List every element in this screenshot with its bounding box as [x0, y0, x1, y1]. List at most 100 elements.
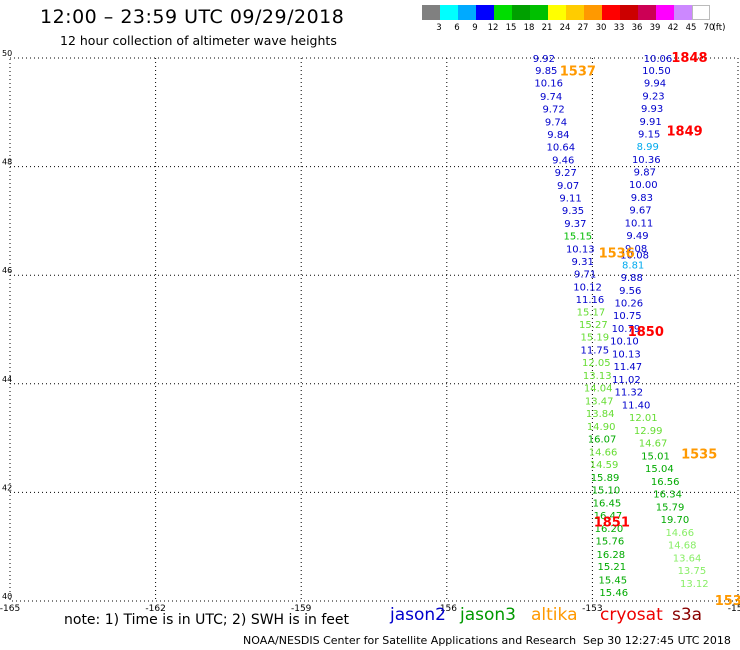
- track-number-label: 1536: [599, 246, 635, 261]
- wave-height-value: 9.92: [533, 54, 555, 65]
- track-number-label: 1851: [594, 515, 630, 530]
- legend-label: 33: [613, 23, 625, 33]
- wave-height-value: 11.75: [581, 346, 610, 357]
- wave-height-value: 11.16: [576, 295, 605, 306]
- wave-height-value: 10.64: [547, 143, 576, 154]
- wave-height-value: 10.36: [632, 155, 661, 166]
- wave-height-value: 9.35: [562, 206, 584, 217]
- legend-swatch: [566, 5, 584, 20]
- wave-height-value: 10.06: [644, 54, 673, 65]
- satellite-name: s3a: [672, 605, 703, 625]
- wave-height-value: 10.79: [612, 324, 641, 335]
- legend-swatch: [512, 5, 530, 20]
- y-tick-label: 44: [2, 375, 12, 384]
- wave-height-value: 14.04: [584, 384, 613, 395]
- x-tick-label: -150: [728, 604, 740, 614]
- legend-swatch: [674, 5, 692, 20]
- legend-label: 18: [523, 23, 535, 33]
- wave-height-value: 10.00: [629, 180, 658, 191]
- wave-height-value: 16.28: [597, 550, 626, 561]
- track-number-label: 1848: [671, 51, 707, 66]
- wave-height-value: 13.75: [678, 566, 707, 577]
- wave-height-value: 10.10: [610, 336, 639, 347]
- wave-height-value: 12.99: [634, 426, 663, 437]
- wave-height-value: 9.88: [621, 273, 643, 284]
- wave-height-value: 9.71: [574, 270, 596, 281]
- legend-swatch: [422, 5, 440, 20]
- wave-height-value: 10.11: [625, 219, 654, 230]
- wave-height-value: 13.13: [583, 371, 612, 382]
- wave-height-value: 9.93: [641, 104, 663, 115]
- legend-label: 70: [703, 23, 715, 33]
- page-title: 12:00 – 23:59 UTC 09/29/2018: [40, 6, 345, 28]
- wave-height-value: 9.94: [644, 78, 666, 89]
- wave-height-value: 14.66: [665, 528, 694, 539]
- wave-height-value: 15.89: [591, 473, 620, 484]
- map-tick-labels: -165 -162 -159 -156 -153 -150 50 48 46 44 42 40: [0, 49, 740, 614]
- wave-height-value: 15.79: [656, 503, 685, 514]
- legend-label: 3: [436, 23, 442, 33]
- wave-height-value: 9.87: [634, 167, 656, 178]
- wave-height-value: 9.31: [572, 257, 594, 268]
- wave-height-value: 13.84: [586, 409, 615, 420]
- legend-label: 12: [487, 23, 499, 33]
- wave-height-value: 12.05: [582, 358, 611, 369]
- map-border: [9, 57, 739, 602]
- wave-height-value: 10.08: [620, 251, 649, 262]
- wave-height-value: 16.45: [593, 499, 622, 510]
- x-tick-label: -165: [0, 604, 20, 614]
- footer-organization: NOAA/NESDIS Center for Satellite Applica…: [243, 634, 577, 647]
- legend-swatch: [458, 5, 476, 20]
- wave-height-value: 13.64: [673, 554, 702, 565]
- observation-values: 9.929.8510.169.749.729.749.8410.649.469.…: [533, 54, 709, 599]
- track-labels: 1537 1848 1849 1536 1850 1535 1851 153: [560, 51, 740, 609]
- wave-height-value: 9.67: [629, 205, 651, 216]
- wave-height-value: 10.12: [573, 283, 602, 294]
- wave-height-value: 8.81: [622, 260, 644, 271]
- footer-timestamp: Sep 30 12:27:45 UTC 2018: [583, 634, 731, 647]
- wave-height-value: 15.15: [564, 232, 593, 243]
- wave-height-value: 9.72: [542, 104, 564, 115]
- wave-height-value: 16.34: [653, 489, 682, 500]
- legend-swatch: [656, 5, 674, 20]
- legend-swatch: [620, 5, 638, 20]
- legend-unit: (ft): [712, 23, 726, 33]
- wave-height-value: 14.68: [668, 541, 697, 552]
- track-number-label: 1850: [628, 325, 664, 340]
- wave-height-value: 14.67: [639, 438, 668, 449]
- y-tick-label: 42: [2, 483, 12, 492]
- map-gridlines: [10, 58, 738, 601]
- legend-swatch: [602, 5, 620, 20]
- legend-label: 15: [505, 23, 517, 33]
- satellite-name: jason2: [390, 605, 446, 625]
- wave-height-value: 15.17: [577, 308, 606, 319]
- wave-height-value: 19.70: [661, 515, 690, 526]
- wave-height-value: 16.47: [594, 511, 623, 522]
- wave-height-value: 9.85: [535, 66, 557, 77]
- wave-height-value: 9.49: [626, 231, 648, 242]
- wave-height-value: 10.13: [612, 349, 641, 360]
- track-number-label: 1849: [667, 124, 703, 139]
- wave-height-value: 11.32: [614, 387, 643, 398]
- legend-label: 27: [577, 23, 589, 33]
- footer-note: note: 1) Time is in UTC; 2) SWH is in fe…: [64, 612, 350, 628]
- wave-height-value: 15.27: [579, 320, 608, 331]
- legend-label: 42: [667, 23, 679, 33]
- track-number-label: 1537: [560, 65, 596, 80]
- x-tick-label: -162: [145, 604, 165, 614]
- wave-height-value: 10.26: [614, 298, 643, 309]
- x-tick-label: -156: [437, 604, 458, 614]
- wave-height-value: 13.12: [680, 579, 709, 590]
- wave-height-value: 10.50: [642, 66, 671, 77]
- wave-height-value: 15.45: [598, 575, 627, 586]
- legend-label: 30: [595, 23, 607, 33]
- wave-height-value: 16.07: [588, 435, 617, 446]
- wave-height-value: 15.76: [596, 537, 625, 548]
- satellite-name: cryosat: [600, 605, 663, 625]
- y-tick-label: 46: [2, 266, 12, 275]
- wave-height-value: 16.56: [651, 477, 680, 488]
- wave-height-value: 10.16: [534, 78, 563, 89]
- y-tick-label: 50: [2, 49, 12, 58]
- legend-swatch: [638, 5, 656, 20]
